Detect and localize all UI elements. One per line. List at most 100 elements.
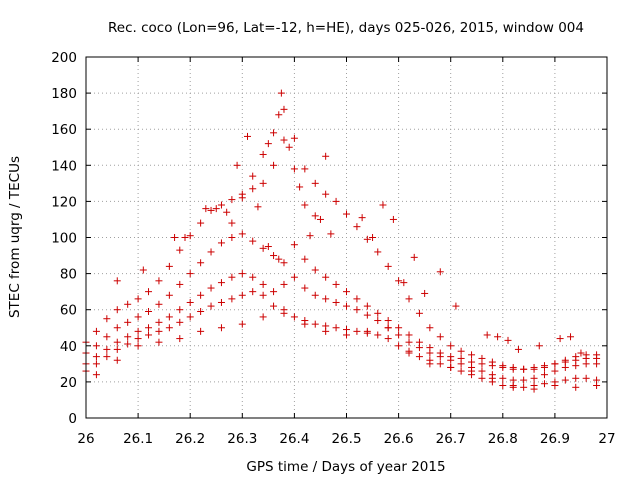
data-point [306,232,314,240]
data-point [540,371,548,379]
data-point [280,105,288,113]
data-point [363,311,371,319]
data-point [197,219,205,227]
data-point [217,279,225,287]
data-point [155,318,163,326]
data-point [165,313,173,321]
data-point [457,367,465,375]
data-point [254,203,262,211]
y-tick-label: 140 [51,158,77,174]
data-point [572,374,580,382]
data-point [311,266,319,274]
data-point [332,197,340,205]
data-point [415,344,423,352]
data-point [238,270,246,278]
data-point [92,342,100,350]
data-point [134,295,142,303]
data-point [280,136,288,144]
data-point [405,331,413,339]
data-point [415,309,423,317]
data-point [384,324,392,332]
data-point [186,298,194,306]
data-point [415,353,423,361]
data-point [217,239,225,247]
data-point [113,338,121,346]
data-point [343,210,350,218]
x-tick-label: 26.7 [436,431,466,447]
y-tick-label: 0 [68,411,77,427]
data-point [290,134,298,142]
data-point [311,291,319,299]
data-point [567,333,575,341]
y-tick-label: 180 [51,86,77,102]
data-point [405,295,413,303]
data-point [249,288,257,296]
data-point [134,313,142,321]
data-point [369,234,377,241]
data-point [374,248,382,256]
data-point [103,345,111,353]
data-point [171,234,179,241]
data-point [92,360,100,368]
data-point [405,349,413,357]
data-point [270,252,278,260]
data-point [457,360,465,368]
data-point [113,277,121,285]
data-point [577,349,585,357]
y-tick-label: 80 [60,267,77,283]
data-point [395,324,403,332]
data-point [228,234,236,241]
x-tick-label: 26.5 [331,431,361,447]
data-point [572,383,580,391]
data-point [186,270,194,278]
data-point [530,363,538,371]
data-point [457,347,465,355]
data-point [311,212,319,220]
data-point [301,255,309,263]
data-point [103,353,111,361]
data-point [228,219,236,227]
data-point [296,183,304,191]
y-tick-label: 40 [60,339,77,355]
data-point [275,111,283,119]
data-point [165,324,173,332]
data-point [134,335,142,343]
data-point [228,273,236,281]
data-point [561,376,569,384]
data-point [285,143,293,151]
data-point [327,230,335,238]
y-tick-label: 120 [51,194,77,210]
y-axis-label: STEC from uqrg / TECUs [7,156,23,318]
data-point [176,335,184,343]
data-point [290,165,298,173]
x-tick-label: 26.2 [175,431,205,447]
data-point [155,277,163,285]
data-point [176,306,184,314]
data-point [290,273,298,281]
data-point [259,179,267,187]
data-point [363,235,371,243]
data-point [145,308,153,316]
data-point [92,353,100,361]
data-point [520,383,528,391]
data-point [277,89,285,97]
data-point [264,243,272,251]
data-point [238,194,246,202]
data-point [520,365,528,373]
data-point [410,253,418,261]
x-axis-ticks: 26 26.1 26.2 26.3 26.4 26.5 26.6 26.7 26.8 26.9 27 [77,57,616,447]
data-point [311,320,319,328]
data-point [249,172,257,180]
data-point [374,331,382,339]
data-point [316,215,324,223]
data-point [145,331,153,339]
x-tick-label: 26.1 [123,431,153,447]
data-point [395,342,403,350]
data-point [290,313,298,321]
data-point [582,374,590,382]
data-point [572,362,580,370]
data-point [197,308,205,316]
data-point [270,302,278,310]
data-point [233,161,241,169]
data-point [217,324,225,332]
